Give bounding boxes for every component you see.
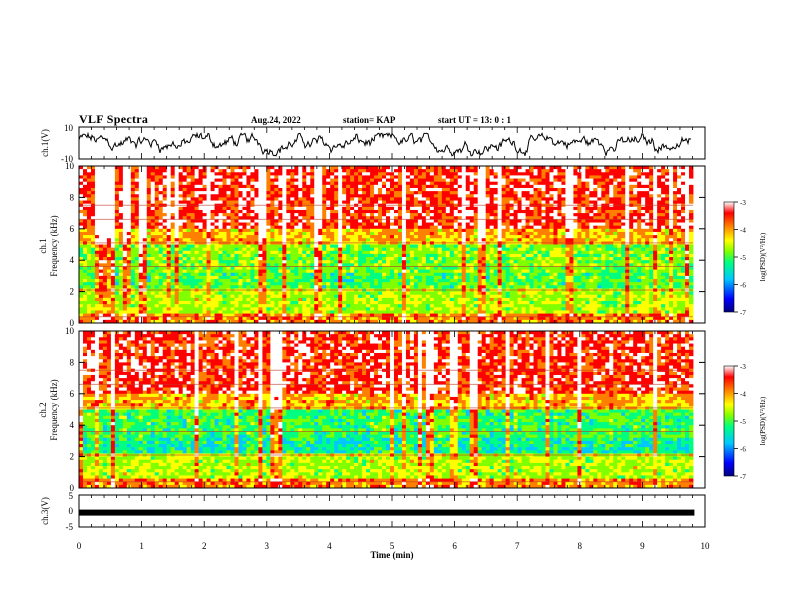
colorbar-tick-label: -7 xyxy=(740,309,746,317)
spec1-ytick-label: 4 xyxy=(70,255,75,265)
ch2-colorbar: -3 -4 -5 -6 -7 log(PSD)(V²/Hz) xyxy=(723,363,767,481)
ch1-spectrogram-ylabel-frequency: Frequency (kHz) xyxy=(49,215,59,276)
ch3-ytick-mid: 0 xyxy=(69,506,74,516)
colorbar-tick-label: -4 xyxy=(740,391,746,399)
time-tick-label: 5 xyxy=(390,541,395,551)
ch1-spectrogram-panel: 0 2 4 6 8 10 ch.1 Frequency (kHz) xyxy=(38,161,706,328)
spec1-ytick-label: 10 xyxy=(65,161,75,171)
ch1-spectrogram-image xyxy=(79,166,694,324)
colorbar-tick-label: -3 xyxy=(740,199,746,207)
station-label: station= KAP xyxy=(343,115,396,125)
ch1-ylabel: ch.1(V) xyxy=(40,129,50,157)
ch1-waveform-panel: 10 -10 ch.1(V) xyxy=(40,123,706,164)
colorbar-tick-label: -5 xyxy=(740,254,746,262)
time-tick-label: 4 xyxy=(327,541,332,551)
ch1-waveform-line xyxy=(78,131,692,157)
chart-title: VLF Spectra xyxy=(79,112,149,126)
ch3-signal-line xyxy=(79,509,695,516)
time-tick-label: 7 xyxy=(515,541,520,551)
start-time-label: start UT = 13: 0 : 1 xyxy=(438,115,511,125)
spec1-ytick-label: 6 xyxy=(70,224,75,234)
colorbar-tick-label: -4 xyxy=(740,227,746,235)
ch2-spectrogram-ylabel-frequency: Frequency (kHz) xyxy=(49,379,59,440)
spec2-ytick-label: 10 xyxy=(65,326,75,336)
colorbar-tick-label: -6 xyxy=(740,282,746,290)
time-axis-ticks xyxy=(78,127,706,527)
time-tick-label: 8 xyxy=(578,541,583,551)
time-tick-label: 9 xyxy=(640,541,645,551)
ch3-ytick-bottom: -5 xyxy=(66,522,74,532)
spec2-ytick-label: 2 xyxy=(70,452,75,462)
time-tick-label: 10 xyxy=(701,541,711,551)
ch3-panel: 5 0 -5 ch.3(V) xyxy=(40,491,706,532)
ch2-spectrogram-ylabel-channel: ch.2 xyxy=(38,402,48,417)
spec1-ytick-label: 8 xyxy=(70,192,75,202)
ch1-colorbar-label: log(PSD)(V²/Hz) xyxy=(759,232,767,281)
date-label: Aug.24, 2022 xyxy=(251,115,301,125)
ch3-ylabel: ch.3(V) xyxy=(40,497,50,525)
time-tick-label: 3 xyxy=(265,541,270,551)
spec2-ytick-label: 8 xyxy=(70,357,75,367)
time-tick-label: 1 xyxy=(139,541,144,551)
spec2-ytick-label: 6 xyxy=(70,389,75,399)
ch1-colorbar: -3 -4 -5 -6 -7 log(PSD)(V²/Hz) xyxy=(723,199,767,317)
ch2-colorbar-label: log(PSD)(V²/Hz) xyxy=(759,396,767,445)
time-axis-labels: 0 1 2 3 4 5 6 7 8 9 10 xyxy=(77,541,710,551)
colorbar-tick-label: -5 xyxy=(740,418,746,426)
spec2-ytick-label: 0 xyxy=(70,483,75,493)
time-axis-label: Time (min) xyxy=(370,550,413,560)
colorbar-tick-label: -7 xyxy=(740,473,746,481)
time-tick-label: 6 xyxy=(452,541,457,551)
spec2-ytick-label: 4 xyxy=(70,420,75,430)
spec1-ytick-label: 0 xyxy=(70,318,75,328)
ch2-spectrogram-image xyxy=(79,331,694,489)
ch1-spectrogram-ylabel-channel: ch.1 xyxy=(38,238,48,253)
colorbar-tick-label: -6 xyxy=(740,446,746,454)
ch2-spectrogram-panel: 0 2 4 6 8 10 ch.2 Frequency (kHz) xyxy=(38,326,706,493)
ch3-ytick-top: 5 xyxy=(69,491,74,501)
time-tick-label: 0 xyxy=(77,541,82,551)
spec1-ytick-label: 2 xyxy=(70,287,75,297)
time-tick-label: 2 xyxy=(202,541,207,551)
ch1-ytick-top: 10 xyxy=(64,123,74,133)
colorbar-tick-label: -3 xyxy=(740,363,746,371)
ch1-ytick-bottom: -10 xyxy=(61,154,73,164)
